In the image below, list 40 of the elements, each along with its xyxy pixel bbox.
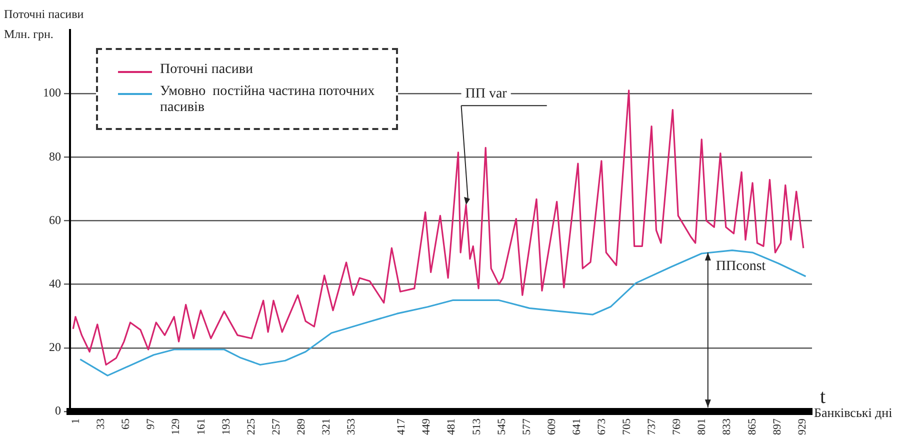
x-tick-label: 33	[95, 418, 108, 430]
legend-label: Поточні пасиви	[160, 62, 253, 78]
x-tick-label: 193	[220, 418, 232, 435]
x-tick-label: 1	[70, 418, 82, 424]
y-tick-label: 20	[49, 340, 61, 354]
annotation: ПП var	[465, 86, 508, 102]
x-tick-label: 417	[396, 418, 408, 435]
y-tick-label: 60	[49, 212, 61, 227]
y-tick-label: 0	[55, 404, 61, 418]
x-tick-label: 449	[420, 418, 433, 435]
x-tick-label: 641	[570, 418, 583, 435]
x-tick-label: 257	[270, 418, 282, 435]
y-tick-label: 40	[49, 276, 61, 290]
x-tick-label: 129	[170, 418, 182, 435]
x-tick-label: 161	[195, 418, 208, 435]
x-tick-label: 65	[120, 418, 132, 430]
legend-label: Умовно постійна частина поточних пасивів	[160, 84, 376, 116]
x-tick-label: 865	[746, 418, 758, 435]
y-tick-label: 100	[43, 86, 61, 100]
x-tick-label: 609	[546, 418, 558, 435]
x-tick-label: 513	[470, 418, 483, 435]
y-tick-label: 80	[49, 149, 61, 164]
x-tick-label: 897	[771, 418, 784, 435]
x-tick-label: 97	[145, 418, 158, 430]
annotation: ППconst	[716, 259, 766, 274]
x-tick-label: 545	[496, 418, 508, 435]
x-tick-label: 673	[596, 418, 608, 435]
x-tick-label: 801	[696, 418, 708, 435]
x-tick-label: 705	[621, 418, 634, 435]
x-tick-label: 481	[446, 418, 458, 435]
x-tick-label: 289	[295, 418, 308, 435]
x-tick-label: 833	[721, 418, 734, 435]
x-tick-label: 769	[671, 418, 684, 435]
x-tick-label: 737	[646, 418, 658, 435]
x-tick-label: 353	[346, 418, 358, 435]
y-axis-title: Поточні пасиви Млн. грн.	[4, 6, 84, 43]
x-tick-label: 929	[796, 418, 808, 435]
x-tick-label: 321	[320, 418, 332, 435]
x-tick-label: 577	[520, 418, 533, 435]
x-tick-label: 225	[245, 418, 258, 435]
